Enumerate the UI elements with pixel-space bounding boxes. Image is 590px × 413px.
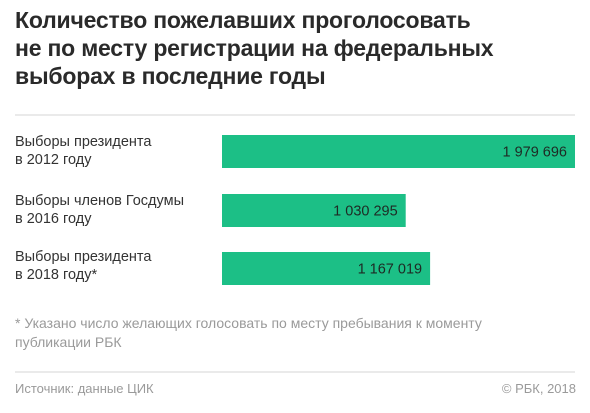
category-label-3-line-1: Выборы президента — [15, 249, 152, 265]
chart-title-line-2: не по месту регистрации на федеральных — [15, 35, 494, 61]
category-label-2-line-2: в 2016 году — [15, 211, 92, 227]
chart-title-line-1: Количество пожелавших проголосовать — [15, 7, 471, 33]
bar-value-label-1: 1 979 696 — [502, 145, 567, 161]
category-label-3-line-2: в 2018 году* — [15, 267, 98, 283]
bars-group: 1 979 696 1 030 295 1 167 019 — [222, 135, 575, 285]
chart-title: Количество пожелавших проголосовать не п… — [15, 6, 575, 90]
bar-value-label-3: 1 167 019 — [358, 262, 423, 278]
bar-2 — [222, 194, 406, 227]
category-label-1-line-2: в 2012 году — [15, 152, 92, 168]
bar-3 — [222, 252, 431, 285]
footnote: * Указано число желающих голосовать по м… — [15, 314, 575, 352]
category-label-1: Выборы президента в 2012 году — [15, 133, 215, 169]
copyright-note: © РБК, 2018 — [501, 381, 576, 396]
category-label-2-line-1: Выборы членов Госдумы — [15, 193, 184, 209]
category-label-2: Выборы членов Госдумы в 2016 году — [15, 192, 215, 228]
footnote-line-2: публикации РБК — [15, 334, 122, 350]
category-label-1-line-1: Выборы президента — [15, 134, 152, 150]
bar-1 — [222, 135, 575, 168]
chart-title-line-3: выборах в последние годы — [15, 63, 326, 89]
bar-value-label-2: 1 030 295 — [333, 204, 398, 220]
footnote-line-1: * Указано число желающих голосовать по м… — [15, 315, 482, 331]
source-note: Источник: данные ЦИК — [15, 381, 154, 396]
category-label-3: Выборы президента в 2018 году* — [15, 248, 215, 284]
